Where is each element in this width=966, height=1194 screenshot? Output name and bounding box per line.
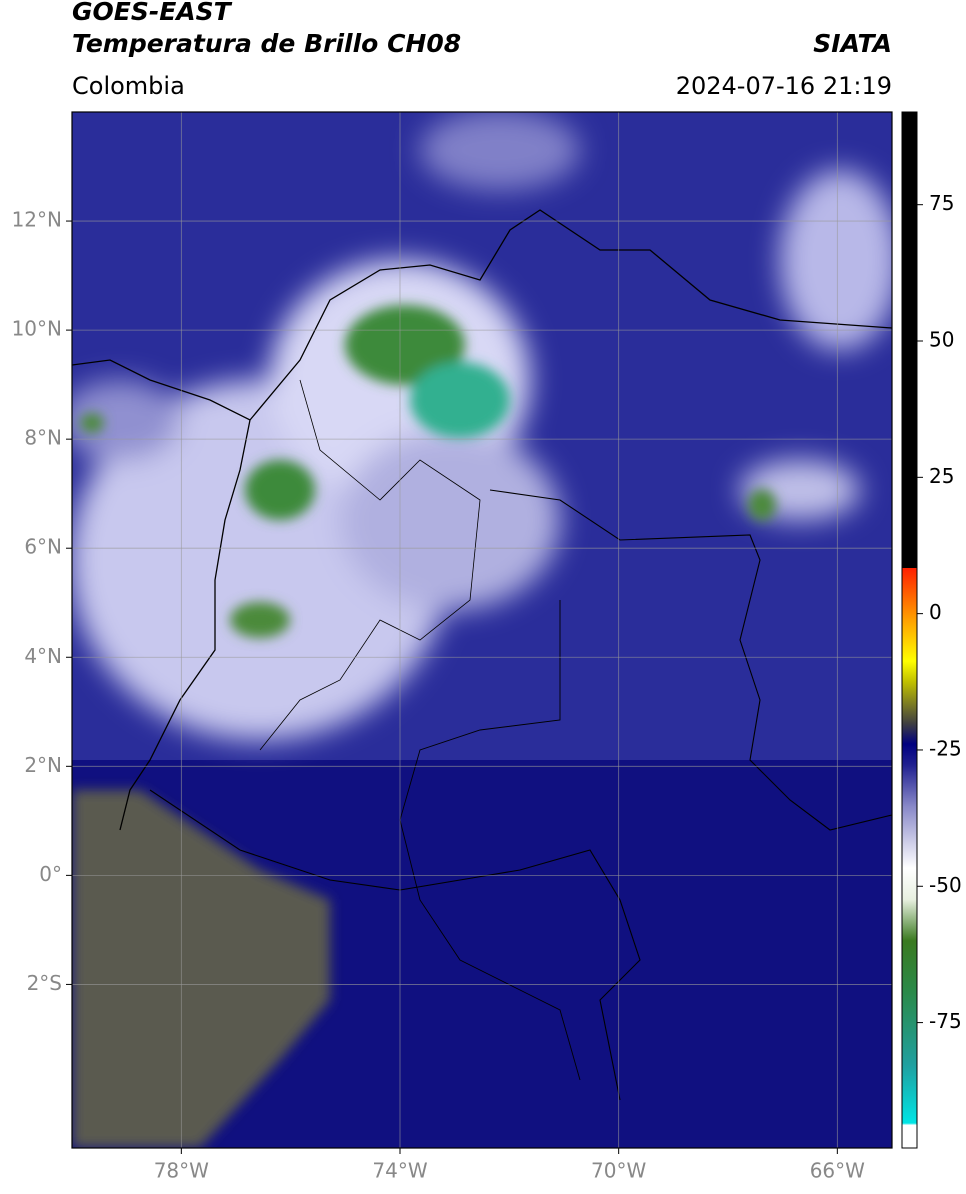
ticks: 78°W 74°W 70°W 66°W 12°N 10°N 8°N 6°N 4°N 2°N 0° 2°… bbox=[12, 191, 962, 1182]
map-imagery bbox=[72, 112, 892, 1148]
x-tick-label: 78°W bbox=[154, 1159, 209, 1183]
colorbar bbox=[901, 111, 918, 1149]
colorbar-tick-label: 25 bbox=[929, 464, 954, 488]
title: GOES-EAST bbox=[72, 0, 233, 26]
colorbar-tick-label: -25 bbox=[929, 736, 962, 760]
y-tick-label: 10°N bbox=[12, 317, 62, 341]
colorbar-tick-label: -50 bbox=[929, 873, 962, 897]
y-tick-label: 6°N bbox=[24, 535, 62, 559]
source: SIATA bbox=[813, 29, 892, 58]
region: Colombia bbox=[72, 72, 185, 100]
map-frame bbox=[71, 111, 893, 1149]
x-tick-label: 66°W bbox=[810, 1159, 865, 1183]
graticule bbox=[72, 112, 892, 1148]
y-tick-label: 0° bbox=[39, 862, 62, 886]
x-tick-label: 74°W bbox=[372, 1159, 427, 1183]
y-tick-label: 2°N bbox=[24, 753, 62, 777]
y-tick-label: 4°N bbox=[24, 644, 62, 668]
y-tick-label: 12°N bbox=[12, 208, 62, 232]
y-tick-label: 8°N bbox=[24, 426, 62, 450]
colorbar-tick-label: 75 bbox=[929, 191, 954, 215]
colorbar-tick-label: 50 bbox=[929, 328, 954, 352]
subtitle: Temperatura de Brillo CH08 bbox=[72, 29, 461, 58]
y-tick-label: 2°S bbox=[27, 971, 62, 995]
timestamp: 2024-07-16 21:19 bbox=[676, 72, 892, 100]
colorbar-tick-label: -75 bbox=[929, 1009, 962, 1033]
colorbar-tick-label: 0 bbox=[929, 600, 942, 624]
x-tick-label: 70°W bbox=[591, 1159, 646, 1183]
